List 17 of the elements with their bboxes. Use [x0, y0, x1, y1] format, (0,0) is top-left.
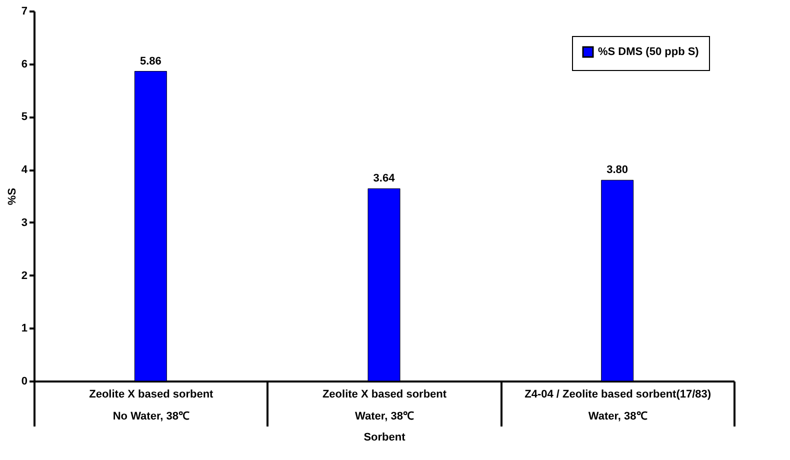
y-tick-label: 4	[21, 164, 28, 176]
x-tick-label: Zeolite X based sorbent No Water, 38℃	[89, 388, 214, 422]
y-tick-label: 5	[21, 111, 28, 124]
data-label: 3.80	[606, 164, 628, 176]
y-tick-label: 7	[21, 6, 28, 18]
data-label: 5.86	[140, 55, 162, 68]
y-tick-label: 6	[21, 58, 28, 70]
y-tick-label: 2	[21, 270, 28, 282]
legend-label: %S DMS (50 ppb S)	[598, 46, 700, 58]
x-tick-label: Z4-04 / Zeolite based sorbent(17/83) Water, 38℃	[524, 388, 712, 422]
y-tick-label: 0	[21, 376, 28, 388]
y-axis-title: %S	[6, 188, 18, 206]
data-label: 3.64	[373, 172, 396, 185]
y-tick-label: 3	[21, 216, 28, 229]
y-tick-label: 1	[21, 322, 28, 335]
x-axis-title: Sorbent	[364, 432, 406, 444]
x-tick-label: Zeolite X based sorbent Water, 38℃	[322, 388, 447, 422]
